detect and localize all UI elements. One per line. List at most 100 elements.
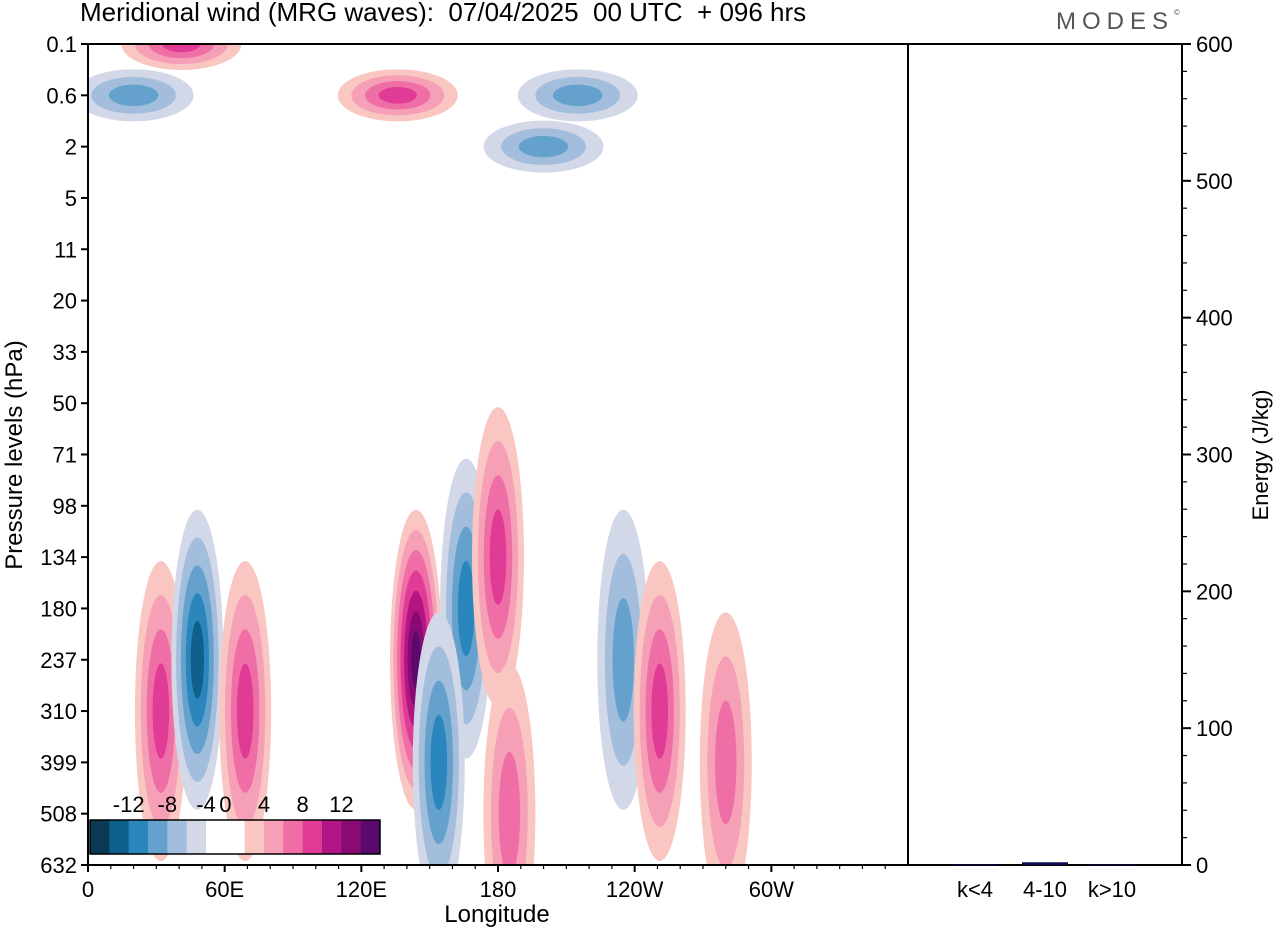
colorbar-swatch [225,820,245,854]
contour-feature-14 [517,69,638,122]
colorbar-swatch [244,820,265,854]
colorbar-swatch [148,820,168,854]
colorbar-swatch [322,820,342,854]
energy-tick-label: 100 [1196,716,1233,741]
contour-band [651,663,669,759]
contour-band [457,560,475,657]
energy-tick-label: 200 [1196,579,1233,604]
energy-tick-label: 600 [1196,32,1233,57]
contour-feature-6 [472,407,524,708]
contour-band [378,87,417,104]
colorbar-swatch [206,820,226,854]
colorbar-swatch [302,820,323,854]
colorbar-swatch [264,820,284,854]
y-tick-label: 0.6 [46,83,77,108]
energy-category-label: k>10 [1088,877,1136,902]
energy-bar [1022,862,1068,865]
contour-feature-10 [483,663,536,865]
contour-band [430,714,448,811]
contour-feature-3 [219,561,272,862]
energy-category-label: k<4 [957,877,993,902]
colorbar-swatch [360,820,381,854]
colorbar-swatch [167,820,187,854]
y-tick-label: 0.1 [46,32,77,57]
colorbar-label: 12 [329,792,353,817]
colorbar-label: -8 [158,792,178,817]
energy-category-label: 4-10 [1023,877,1067,902]
y-tick-label: 11 [54,237,77,262]
colorbar-swatch [186,820,207,854]
contour-band [553,84,603,107]
contour-feature-9 [699,612,752,865]
colorbar: -12 -8 -4 0 4 8 12 [89,792,381,855]
y-tick-label: 5 [65,186,77,211]
y-tick-label: 134 [40,545,77,570]
energy-bar [952,864,998,866]
colorbar-swatch [109,820,129,854]
contour-feature-11 [337,69,458,122]
logo-text: MODES [1056,8,1175,35]
energy-tick-label: 300 [1196,443,1233,468]
contour-band [489,509,507,605]
colorbar-label: 0 [219,792,231,817]
y-tick-label: 508 [40,802,77,827]
y-tick-label: 399 [40,750,77,775]
y-tick-label: 2 [65,135,77,160]
energy-axis: 0 100 200 300 400 500 600 [1182,32,1233,878]
colorbar-label: -12 [113,792,145,817]
energy-axis-label: Energy (J/kg) [1248,390,1273,521]
energy-tick-label: 500 [1196,169,1233,194]
x-tick-label: 120W [606,877,664,902]
y-tick-label: 632 [40,853,77,878]
x-axis-label: Longitude [444,901,549,928]
contour-band [190,620,205,699]
contour-feature-5 [412,612,465,865]
energy-tick-label: 0 [1196,853,1208,878]
modes-logo: MODES© [1056,8,1180,35]
y-tick-label: 71 [53,443,77,468]
y-tick-label: 180 [40,596,77,621]
colorbar-swatch [90,820,110,854]
y-axis: 0.1 0.6 2 5 11 20 33 50 71 98 134 180 237 310 399 508 63… [40,32,88,878]
y-tick-label: 50 [53,391,77,416]
contour-feature-8 [633,561,686,862]
contour-band [498,751,521,865]
contour-field [88,44,752,865]
energy-bars: k<4 4-10 k>10 [952,862,1136,902]
contour-feature-13 [88,69,194,122]
chart-title: Meridional wind (MRG waves): 07/04/2025 … [80,0,807,27]
energy-bar [1089,864,1135,866]
x-tick-label: 60W [749,877,794,902]
y-axis-label: Pressure levels (hPa) [1,340,28,569]
energy-panel-frame [907,43,1183,866]
contour-band [152,663,170,759]
x-tick-label: 0 [82,877,94,902]
contour-band [518,135,569,158]
contour-band [612,597,634,722]
x-axis: 0 60E 120E 180 120W 60W [82,865,886,902]
contour-feature-2 [171,509,224,810]
contour-band [236,663,254,759]
contour-band [162,44,201,53]
y-tick-label: 237 [40,648,77,673]
colorbar-label: 4 [258,792,270,817]
colorbar-swatch [128,820,149,854]
y-tick-label: 310 [40,699,77,724]
colorbar-label: -4 [196,792,216,817]
x-tick-label: 180 [480,877,517,902]
colorbar-label: 8 [297,792,309,817]
colorbar-swatch [283,820,303,854]
contour-band [108,84,159,107]
y-tick-label: 20 [53,289,77,314]
contour-band [715,700,737,825]
energy-tick-label: 400 [1196,306,1233,331]
contour-feature-12 [121,44,242,70]
colorbar-frame [89,819,381,855]
y-tick-label: 98 [53,494,77,519]
colorbar-swatch [341,820,361,854]
contour-feature-15 [483,120,604,173]
x-tick-label: 60E [205,877,244,902]
y-tick-label: 33 [53,340,77,365]
x-tick-label: 120E [336,877,387,902]
